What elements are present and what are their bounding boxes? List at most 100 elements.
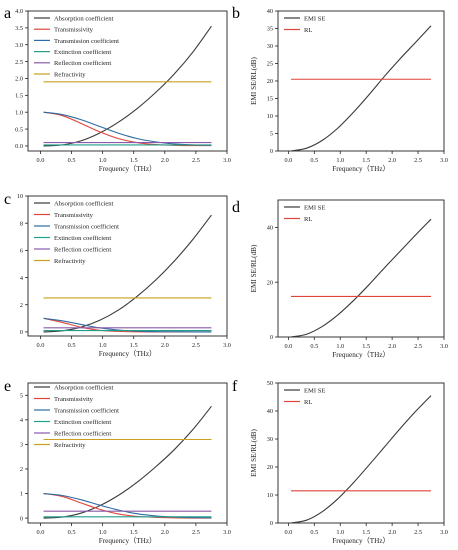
y-tick-label-a-2: 1.0	[15, 109, 23, 116]
y-tick-label-f-5: 50	[267, 380, 273, 387]
y-tick-label-f-3: 30	[267, 436, 273, 443]
y-tick-label-b-4: 20	[267, 78, 273, 85]
panel-e-chart: 0.0 0.5 1.0 1.5 2.0 2.5 3.0 0 1 2 3 4 5 Frequency（THz…	[20, 382, 231, 545]
y-tick-label-e-2: 2	[20, 466, 23, 473]
legend-label-e-1: Transmissivity	[54, 396, 94, 403]
panel-c-chart: 0.0 0.5 1.0 1.5 2.0 2.5 3.0 0 2 4 6 8 10 Frequency（TH…	[17, 193, 231, 358]
panel-d-chart: 0.0 0.5 1.0 1.5 2.0 2.5 3.0 0 20 40 Frequency（THz）…	[250, 199, 448, 359]
y-tick-label-d-2: 40	[267, 225, 273, 232]
x-tick-label-a-1: 0.5	[68, 157, 76, 164]
x-tick-label-d-1: 0.5	[310, 343, 318, 350]
x-tick-label-d-4: 2.0	[388, 343, 396, 350]
plot-frame-f	[277, 382, 445, 524]
y-tick-label-a-6: 3.0	[15, 42, 23, 49]
x-axis-label-b: Frequency（THz）	[332, 165, 389, 173]
x-tick-label-d-3: 1.5	[362, 343, 370, 350]
y-axis-label-f: EMI SE/RL(dB)	[250, 429, 258, 477]
y-tick-label-c-0: 0	[20, 329, 23, 336]
panel-b-chart: 0.0 0.5 1.0 1.5 2.0 2.5 3.0 0 5 10 15 20 25 30 35 40 Fre…	[250, 8, 448, 173]
legend-label-c-5: Refractivity	[54, 258, 86, 265]
x-tick-label-a-5: 2.5	[192, 157, 200, 164]
legend-label-f-0: EMI SE	[304, 387, 325, 394]
x-tick-label-d-6: 3.0	[440, 343, 448, 350]
x-tick-label-e-5: 2.5	[192, 529, 200, 536]
panel-letter-e: e	[4, 378, 11, 395]
x-tick-label-f-2: 1.0	[336, 529, 344, 536]
y-axis-label-d: EMI SE/RL(dB)	[250, 244, 258, 292]
x-tick-label-c-5: 2.5	[192, 342, 200, 349]
y-tick-label-f-2: 20	[267, 464, 273, 471]
y-tick-label-e-1: 1	[20, 491, 23, 498]
legend-label-a-2: Transmission coefficient	[54, 38, 119, 45]
legend-label-c-0: Absorption coefficient	[54, 200, 114, 207]
legend-label-e-5: Refractivity	[54, 442, 86, 449]
plot-frame-d	[277, 199, 445, 338]
x-tick-label-c-3: 1.5	[130, 342, 138, 349]
x-tick-label-a-2: 1.0	[99, 157, 107, 164]
x-tick-label-b-5: 2.5	[414, 157, 422, 164]
x-tick-label-b-2: 1.0	[336, 157, 344, 164]
legend-label-c-3: Extinction coefficient	[54, 235, 111, 242]
x-tick-label-a-3: 1.5	[130, 157, 138, 164]
y-axis-label-b: EMI SE/RL(dB)	[250, 57, 258, 105]
x-tick-label-b-1: 0.5	[310, 157, 318, 164]
y-tick-label-a-7: 3.5	[15, 25, 23, 32]
y-tick-label-a-3: 1.5	[15, 93, 23, 100]
legend-label-e-0: Absorption coefficient	[54, 384, 114, 391]
panel-letter-a: a	[4, 5, 11, 22]
y-tick-label-b-1: 5	[270, 131, 273, 138]
legend-label-a-5: Refractivity	[54, 71, 86, 78]
y-tick-label-c-2: 4	[20, 275, 24, 282]
y-tick-label-c-5: 10	[17, 193, 23, 200]
x-axis-label-a: Frequency（THz）	[99, 165, 156, 173]
legend-label-a-3: Extinction coefficient	[54, 49, 111, 56]
panel-letter-c: c	[4, 191, 11, 208]
x-tick-label-f-5: 2.5	[414, 529, 422, 536]
x-tick-label-c-6: 3.0	[223, 342, 231, 349]
y-tick-label-a-4: 2.0	[15, 76, 23, 83]
legend-label-e-4: Reflection coefficient	[54, 430, 111, 437]
legend-label-a-4: Reflection coefficient	[54, 60, 111, 67]
y-tick-label-b-6: 30	[267, 43, 273, 50]
legend-label-a-1: Transmissivity	[54, 27, 94, 34]
legend-label-b-0: EMI SE	[304, 15, 325, 22]
y-tick-label-d-1: 20	[267, 279, 273, 286]
plot-frame-b	[277, 10, 445, 152]
x-tick-label-d-5: 2.5	[414, 343, 422, 350]
y-tick-label-a-1: 0.5	[15, 126, 23, 133]
plot-frame-c	[27, 195, 228, 337]
legend-label-f-1: RL	[304, 399, 312, 406]
y-tick-label-a-0: 0.0	[15, 143, 23, 150]
y-tick-label-b-8: 40	[267, 8, 273, 15]
series-line-a-1	[43, 111, 212, 147]
legend-label-d-0: EMI SE	[304, 204, 325, 211]
y-tick-label-f-4: 40	[267, 408, 273, 415]
series-line-e-0	[43, 405, 212, 519]
y-tick-label-b-3: 15	[267, 96, 273, 103]
x-tick-label-a-4: 2.0	[161, 157, 169, 164]
x-tick-label-b-0: 0.0	[284, 157, 292, 164]
y-tick-label-b-2: 10	[267, 113, 273, 120]
y-tick-label-f-0: 0	[270, 520, 273, 527]
x-tick-label-e-2: 1.0	[99, 529, 107, 536]
x-tick-label-d-0: 0.0	[284, 343, 292, 350]
x-tick-label-e-3: 1.5	[130, 529, 138, 536]
legend-label-c-2: Transmission coefficient	[54, 223, 119, 230]
panel-letter-f: f	[232, 378, 238, 395]
series-line-f-0	[290, 395, 432, 524]
plot-frame-e	[27, 382, 228, 524]
y-tick-label-e-5: 5	[20, 392, 23, 399]
x-tick-label-e-4: 2.0	[161, 529, 169, 536]
x-tick-label-c-2: 1.0	[99, 342, 107, 349]
legend-label-d-1: RL	[304, 216, 312, 223]
x-tick-label-d-2: 1.0	[336, 343, 344, 350]
x-tick-label-f-4: 2.0	[388, 529, 396, 536]
x-tick-label-c-4: 2.0	[161, 342, 169, 349]
series-line-e-2	[43, 492, 212, 519]
legend-label-e-3: Extinction coefficient	[54, 419, 111, 426]
y-tick-label-b-7: 35	[267, 26, 273, 33]
x-tick-label-b-4: 2.0	[388, 157, 396, 164]
x-tick-label-a-6: 3.0	[223, 157, 231, 164]
x-tick-label-a-0: 0.0	[37, 157, 45, 164]
